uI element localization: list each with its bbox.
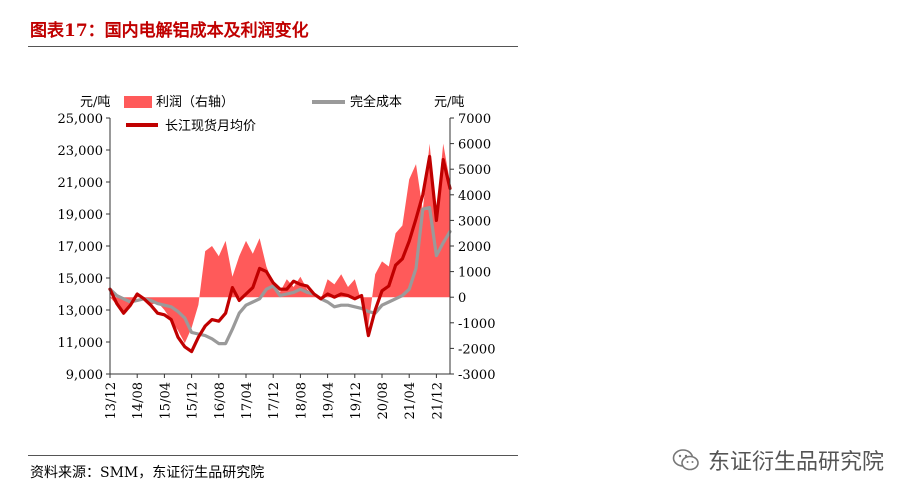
right-tick-label: 5000 <box>458 163 491 178</box>
wechat-icon <box>672 449 699 471</box>
legend-label-profit: 利润（右轴） <box>156 95 234 110</box>
left-tick-label: 25,000 <box>58 112 104 127</box>
x-tick-label: 13/12 <box>104 382 119 419</box>
left-tick-label: 21,000 <box>58 176 104 191</box>
legend-swatch-profit <box>124 96 152 108</box>
x-tick-label: 21/04 <box>403 382 418 419</box>
right-unit-label: 元/吨 <box>434 95 464 110</box>
right-tick-label: 4000 <box>458 189 491 204</box>
left-tick-label: 17,000 <box>58 240 104 255</box>
right-tick-label: 3000 <box>458 214 491 229</box>
right-tick-label: 1000 <box>458 266 491 281</box>
source-note: 资料来源：SMM，东证衍生品研究院 <box>30 465 265 481</box>
left-tick-label: 9,000 <box>66 368 103 383</box>
right-tick-label: 2000 <box>458 240 491 255</box>
x-tick-label: 17/12 <box>267 382 282 419</box>
left-tick-label: 11,000 <box>58 336 104 351</box>
x-tick-label: 21/12 <box>430 382 445 419</box>
series-profit-area <box>110 143 450 344</box>
title-divider <box>28 46 518 47</box>
right-tick-label: -2000 <box>458 342 495 357</box>
watermark-text: 东证衍生品研究院 <box>708 450 885 475</box>
right-tick-label: -3000 <box>458 368 495 383</box>
left-tick-label: 15,000 <box>58 272 104 287</box>
x-tick-label: 16/08 <box>213 382 228 419</box>
x-tick-label: 18/08 <box>294 382 309 419</box>
right-tick-label: 7000 <box>458 112 491 127</box>
x-tick-label: 19/04 <box>322 382 337 419</box>
watermark: 东证衍生品研究院 <box>672 440 884 480</box>
right-tick-label: 6000 <box>458 138 491 153</box>
source-divider <box>28 455 518 456</box>
right-tick-label: -1000 <box>458 317 495 332</box>
x-tick-label: 19/12 <box>349 382 364 419</box>
right-tick-label: 0 <box>458 291 466 306</box>
legend-label-cost: 完全成本 <box>350 94 402 110</box>
x-tick-label: 17/04 <box>240 382 255 419</box>
series-price-line <box>108 154 452 354</box>
legend-label-price: 长江现货月均价 <box>165 118 256 134</box>
left-tick-label: 19,000 <box>58 208 104 223</box>
x-tick-label: 15/04 <box>158 382 173 419</box>
x-tick-label: 14/08 <box>131 382 146 419</box>
x-tick-label: 15/12 <box>186 382 201 419</box>
figure-title: 图表17：国内电解铝成本及利润变化 <box>30 21 309 41</box>
left-unit-label: 元/吨 <box>80 95 110 110</box>
left-tick-label: 23,000 <box>58 144 104 159</box>
x-tick-label: 20/08 <box>376 382 391 419</box>
series-cost-line <box>108 206 452 346</box>
left-tick-label: 13,000 <box>58 304 104 319</box>
